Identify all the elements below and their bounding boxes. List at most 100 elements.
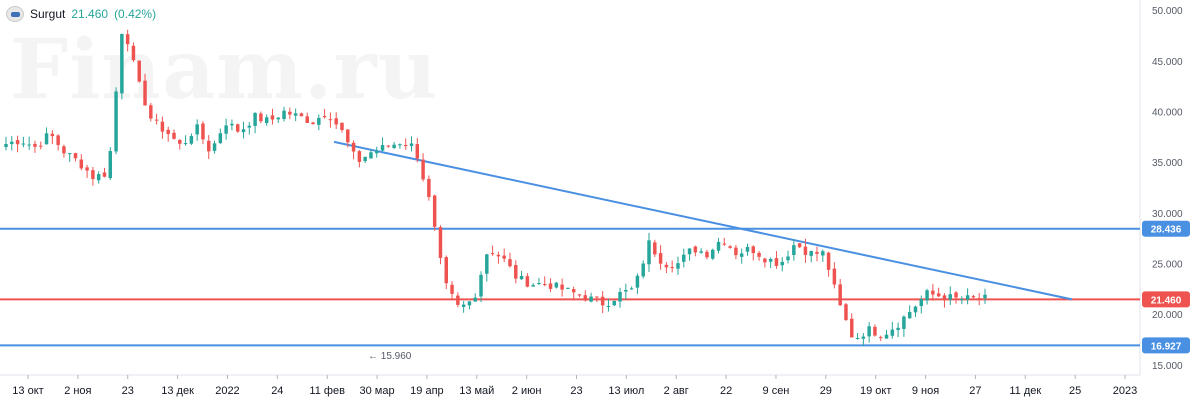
candle-body (415, 144, 420, 159)
x-tick-label: 9 ноя (912, 385, 939, 397)
candle-body (977, 298, 981, 300)
x-tick-label: 13 май (459, 385, 494, 397)
last-price: 21.460 (71, 7, 109, 21)
candle-body (815, 251, 819, 254)
candle-body (983, 294, 987, 299)
y-tick-label: 40.000 (1152, 107, 1183, 118)
candle-body (855, 337, 860, 339)
candle-body (149, 105, 153, 119)
candle-body (832, 268, 837, 285)
y-tick-label: 30.000 (1152, 209, 1183, 220)
candle-body (62, 146, 66, 154)
candle-body (537, 283, 541, 285)
candle-body (658, 253, 663, 264)
candle-body (728, 246, 732, 248)
candle-body (125, 34, 130, 45)
candle-body (583, 295, 588, 301)
candle-body (629, 288, 634, 290)
candle-body (340, 122, 344, 130)
trendline[interactable] (333, 140, 1073, 301)
horizontal-levels (0, 227, 1140, 347)
x-tick-label: 30 мар (359, 385, 394, 397)
y-tick-label: 50.000 (1152, 6, 1183, 17)
surgut-logo-icon (6, 6, 24, 22)
candle-body (502, 255, 506, 259)
candle-body (154, 119, 159, 121)
symbol-legend[interactable]: Surgut 21.460 (0.42%) (6, 5, 156, 23)
candle-body (363, 156, 367, 162)
x-tick-label: 2 июн (512, 385, 542, 397)
candle-body (56, 135, 60, 145)
candle-body (172, 132, 176, 139)
candle-body (971, 296, 976, 298)
candle-body (85, 167, 89, 171)
candle-body (792, 245, 796, 256)
y-tick-label: 15.000 (1152, 361, 1183, 372)
watermark-logo: Finam.ru (10, 22, 438, 118)
candle-body (444, 257, 448, 284)
candle-body (346, 129, 350, 143)
candle-body (757, 252, 761, 257)
candle-body (873, 326, 877, 336)
candle-body (519, 275, 524, 280)
candle-body (207, 140, 211, 152)
x-tick-label: 27 (969, 385, 981, 397)
candle-body (467, 301, 472, 306)
candle-body (890, 329, 895, 336)
candle-body (653, 242, 657, 255)
x-tick-label: 25 (1069, 385, 1081, 397)
candle-body (734, 247, 738, 256)
candle-body (786, 256, 790, 261)
candle-body (357, 151, 362, 162)
candle-body (554, 282, 559, 288)
level-price-badge (1142, 291, 1190, 308)
candle-body (664, 264, 669, 268)
candle-body (531, 285, 535, 287)
candle-body (710, 249, 715, 259)
level-price-badge (1142, 337, 1190, 354)
candle-body (461, 304, 466, 307)
candle-body (809, 251, 813, 256)
level-price-badge (1142, 220, 1190, 237)
candle-body (392, 144, 396, 148)
candle-body (693, 246, 698, 253)
candle-body (821, 251, 825, 256)
candle-body (131, 45, 136, 61)
candle-body (635, 275, 640, 288)
y-tick-label: 20.000 (1152, 310, 1183, 321)
candle-body (10, 141, 14, 145)
candle-body (91, 170, 95, 179)
candle-body (942, 295, 947, 301)
candle-body (102, 172, 107, 177)
candle-body (143, 80, 147, 106)
price-axis: 15.000 20.000 25.000 30.000 35.000 40.000 45.0… (1152, 6, 1183, 372)
candle-body (241, 129, 246, 133)
candle-body (907, 312, 912, 319)
x-tick-label: 2 авг (664, 385, 689, 397)
candle-body (589, 296, 593, 302)
candle-body (919, 299, 924, 306)
candle-body (878, 337, 883, 339)
candle-body (716, 241, 721, 251)
candle-body (114, 91, 118, 152)
candle-body (931, 290, 935, 295)
candle-body (108, 151, 113, 179)
candle-body (473, 297, 477, 302)
candle-body (305, 116, 309, 123)
candle-body (27, 144, 31, 146)
candle-body (838, 284, 842, 306)
candle-body (705, 251, 709, 258)
candle-body (745, 246, 750, 252)
candle-body (317, 117, 321, 125)
candle-body (456, 295, 460, 305)
candle-body (73, 153, 78, 159)
x-tick-label: 23 (570, 385, 582, 397)
x-tick-label: 13 июл (608, 385, 644, 397)
x-tick-label: 24 (271, 385, 283, 397)
price-change: (0.42%) (114, 7, 157, 21)
candle-body (282, 110, 286, 120)
candle-body (936, 293, 941, 297)
candle-body (850, 318, 854, 338)
candle-body (624, 289, 628, 292)
